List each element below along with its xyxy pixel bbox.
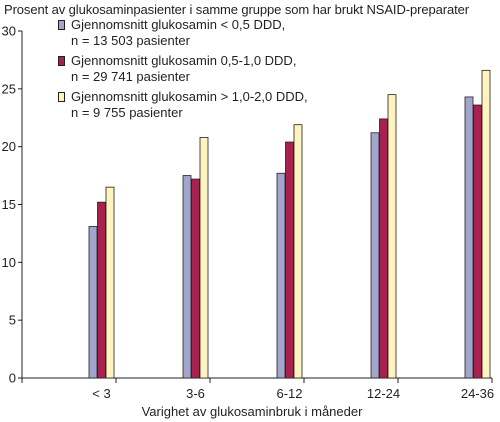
legend-item-high-dose: Gjennomsnitt glukosamin > 1,0-2,0 DDD, n… — [58, 89, 308, 121]
legend-label: Gjennomsnitt glukosamin 0,5-1,0 DDD, — [71, 53, 297, 68]
x-tick-label: 24-36 — [461, 386, 494, 401]
legend-count: n = 9 755 pasienter — [71, 105, 183, 120]
bar — [293, 124, 303, 379]
legend-label: Gjennomsnitt glukosamin > 1,0-2,0 DDD, — [71, 89, 308, 104]
legend-swatch-mid-dose — [58, 56, 65, 66]
bar — [370, 132, 380, 379]
bars — [88, 69, 491, 379]
legend-swatch-high-dose — [58, 92, 65, 102]
bar — [191, 178, 200, 379]
bar — [285, 141, 294, 379]
legend: Gjennomsnitt glukosamin < 0,5 DDD, n = 1… — [58, 17, 308, 125]
bar — [97, 201, 106, 379]
bar — [88, 226, 98, 379]
bar — [379, 118, 388, 379]
bar — [473, 104, 482, 379]
bar — [182, 175, 192, 379]
x-tick-label: < 3 — [92, 386, 110, 401]
bar — [387, 94, 397, 379]
y-tick-label: 30 — [2, 24, 16, 39]
x-tick-label: 6-12 — [276, 386, 302, 401]
x-tick-label: 12-24 — [367, 386, 400, 401]
legend-count: n = 13 503 pasienter — [71, 33, 190, 48]
legend-count: n = 29 741 pasienter — [71, 69, 190, 84]
axes — [18, 30, 493, 383]
y-tick-label: 15 — [2, 197, 16, 212]
x-axis-label: Varighet av glukosaminbruk i måneder — [142, 404, 364, 419]
y-tick-label: 10 — [2, 255, 16, 270]
bar — [199, 137, 209, 379]
y-tick-label: 0 — [9, 371, 16, 386]
bar — [481, 69, 491, 379]
bar — [464, 96, 474, 379]
legend-label: Gjennomsnitt glukosamin < 0,5 DDD, — [71, 17, 286, 32]
y-tick-label: 5 — [9, 313, 16, 328]
bar — [105, 186, 115, 379]
legend-item-mid-dose: Gjennomsnitt glukosamin 0,5-1,0 DDD, n =… — [58, 53, 308, 85]
bar — [276, 172, 286, 379]
y-axis-label: Prosent av glukosaminpasienter i samme g… — [4, 2, 469, 17]
y-tick-label: 20 — [2, 139, 16, 154]
legend-swatch-low-dose — [58, 20, 65, 30]
legend-item-low-dose: Gjennomsnitt glukosamin < 0,5 DDD, n = 1… — [58, 17, 308, 49]
tick-labels: 0 5 10 15 20 25 30 < 3 3-6 6-12 12-24 24-36 — [2, 24, 495, 402]
y-tick-label: 25 — [2, 81, 16, 96]
x-tick-label: 3-6 — [186, 386, 205, 401]
